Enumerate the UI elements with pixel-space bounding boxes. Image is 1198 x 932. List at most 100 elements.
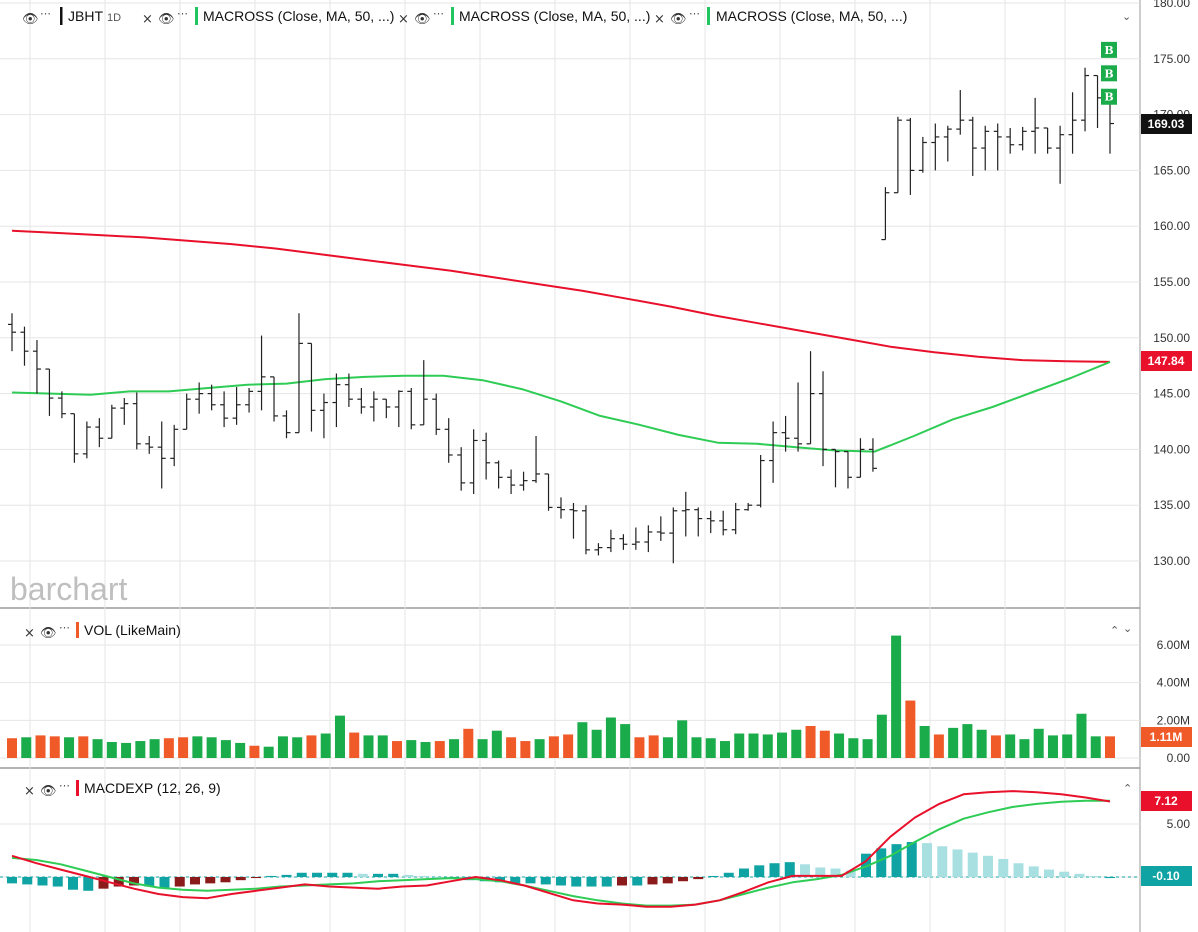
indicator-color-bar xyxy=(707,7,710,25)
more-icon[interactable]: ⋯ xyxy=(689,8,700,20)
volume-bar xyxy=(862,739,873,758)
macd-hist-bar xyxy=(113,877,124,887)
volume-last-tag: 1.11M xyxy=(1141,727,1192,747)
price-legend: 👁 ⋯ JBHT 1D × 👁 ⋯ MACROSS (Close, MA, 50… xyxy=(22,7,1131,27)
macd-hist-bar xyxy=(1059,871,1070,877)
ohlc-bar xyxy=(307,342,316,432)
volume-bar xyxy=(78,736,89,758)
macd-hist-bar xyxy=(1044,869,1054,877)
volume-bar xyxy=(277,736,288,758)
ohlc-bar xyxy=(881,187,890,241)
eye-icon[interactable]: 👁 xyxy=(414,12,431,27)
ohlc-bar xyxy=(182,393,191,430)
chevron-up-icon[interactable]: ⌃ xyxy=(1110,625,1119,637)
macd-hist-bar xyxy=(693,877,704,880)
ohlc-bar xyxy=(195,382,204,414)
macd-hist-bar xyxy=(983,855,993,877)
volume-bar xyxy=(178,737,189,758)
volume-bar xyxy=(449,739,460,758)
buy-signals: BBB xyxy=(1101,41,1117,105)
indicator-label-3: MACROSS (Close, MA, 50, ...) xyxy=(716,8,907,24)
macd-hist-bar xyxy=(525,877,536,884)
macd-label: MACDEXP (12, 26, 9) xyxy=(84,780,221,796)
volume-bar xyxy=(648,735,659,758)
buy-signal-label: B xyxy=(1104,67,1113,80)
macd-hist-bar xyxy=(159,877,170,888)
close-icon[interactable]: × xyxy=(654,12,665,27)
close-icon[interactable]: × xyxy=(398,12,409,27)
volume-bar xyxy=(64,737,75,758)
ohlc-bar xyxy=(1043,127,1052,154)
volume-bar xyxy=(434,741,445,758)
ohlc-bars xyxy=(8,67,1114,564)
ohlc-bar xyxy=(270,376,279,422)
ohlc-bar xyxy=(145,436,154,454)
ohlc-bar xyxy=(706,510,715,534)
macd-line xyxy=(11,790,1111,908)
macd-hist-bar xyxy=(144,877,155,887)
ohlc-bar xyxy=(544,473,553,511)
macd-hist-bar xyxy=(876,848,887,877)
eye-icon[interactable]: 👁 xyxy=(670,12,687,27)
more-icon[interactable]: ⋯ xyxy=(40,8,51,20)
volume-bar xyxy=(1105,736,1115,758)
volume-bar xyxy=(21,737,32,758)
more-icon[interactable]: ⋯ xyxy=(59,780,70,792)
more-icon[interactable]: ⋯ xyxy=(433,8,444,20)
chevron-down-icon[interactable]: ⌄ xyxy=(1123,623,1132,635)
eye-icon[interactable]: 👁 xyxy=(158,12,175,27)
volume-bar xyxy=(1090,736,1101,758)
macd-hist-bar xyxy=(235,877,246,881)
volume-bars xyxy=(7,635,1115,758)
eye-icon[interactable]: 👁 xyxy=(22,12,39,27)
price-tick-label: 180.00 xyxy=(1153,0,1190,10)
interval-label[interactable]: 1D xyxy=(107,12,121,24)
ohlc-bar xyxy=(532,436,541,483)
ohlc-bar xyxy=(694,507,703,537)
volume-bar xyxy=(506,737,517,758)
macd-hist-bar xyxy=(708,875,719,877)
macd-hist-bar xyxy=(769,863,780,877)
macd-hist-bar xyxy=(540,877,551,885)
volume-bar xyxy=(135,741,146,758)
ohlc-bar xyxy=(344,373,353,407)
ohlc-bar xyxy=(157,421,166,489)
eye-icon[interactable]: 👁 xyxy=(40,626,57,641)
volume-bar xyxy=(677,720,688,758)
macd-hist-bar xyxy=(327,872,338,877)
close-icon[interactable]: × xyxy=(24,626,35,641)
ohlc-bar xyxy=(606,529,615,553)
ohlc-bar xyxy=(1031,97,1040,154)
volume-bar xyxy=(577,722,588,758)
macd-hist-bar xyxy=(815,867,826,877)
volume-bar xyxy=(334,715,345,758)
eye-icon[interactable]: 👁 xyxy=(40,784,57,799)
macd-legend: × 👁 ⋯ MACDEXP (12, 26, 9) ⌃ xyxy=(24,780,1132,799)
ohlc-bar xyxy=(332,373,341,428)
ohlc-bar xyxy=(394,390,403,428)
volume-legend: × 👁 ⋯ VOL (LikeMain) ⌃ ⌄ xyxy=(24,622,1132,641)
macd-hist-bar xyxy=(357,873,368,877)
volume-bar xyxy=(605,717,616,758)
ohlc-bar xyxy=(569,502,578,539)
ohlc-bar xyxy=(282,410,291,439)
volume-bar xyxy=(349,732,360,758)
ohlc-bar xyxy=(357,388,366,414)
more-icon[interactable]: ⋯ xyxy=(177,8,188,20)
ohlc-bar xyxy=(931,123,940,171)
buy-signal-box xyxy=(1101,41,1117,58)
price-tick-label: 145.00 xyxy=(1153,387,1190,401)
close-icon[interactable]: × xyxy=(24,784,35,799)
macd-hist-bar xyxy=(1074,873,1085,877)
macd-hist-bar xyxy=(662,877,673,884)
chevron-down-icon[interactable]: ⌄ xyxy=(1122,11,1131,23)
chevron-up-icon[interactable]: ⌃ xyxy=(1123,783,1132,795)
buy-signal-label: B xyxy=(1104,91,1113,104)
ohlc-bar xyxy=(918,136,927,173)
ma200-tag-bg xyxy=(1141,351,1192,371)
more-icon[interactable]: ⋯ xyxy=(59,622,70,634)
volume-bar xyxy=(1019,739,1030,758)
volume-color-bar xyxy=(76,622,79,638)
close-icon[interactable]: × xyxy=(142,12,153,27)
volume-bar xyxy=(520,741,531,758)
